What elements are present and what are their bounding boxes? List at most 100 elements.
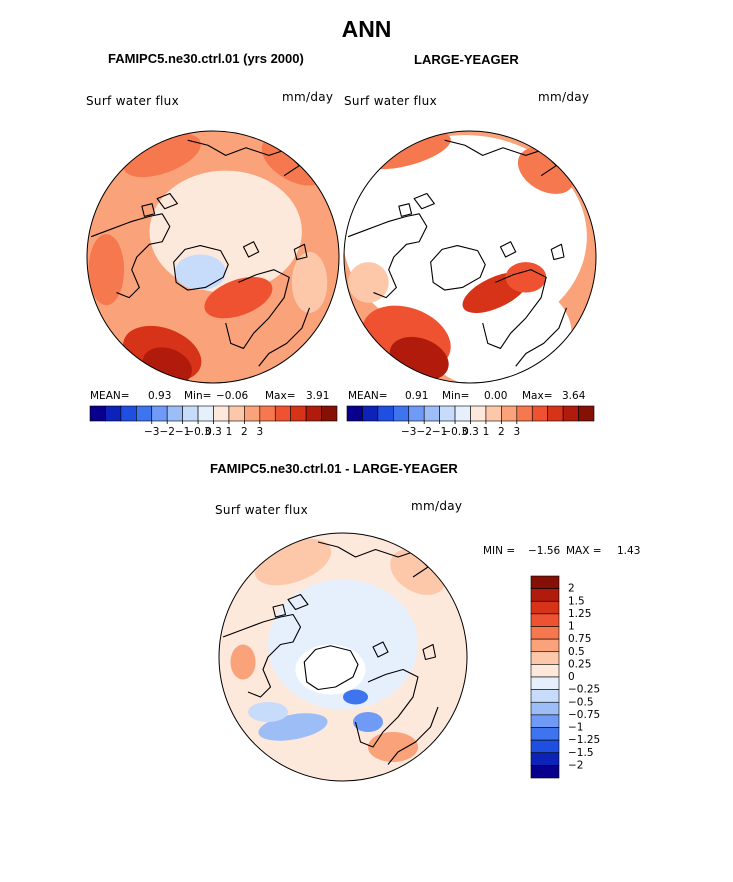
- colorbar-tick-label: −2: [159, 426, 174, 438]
- colorbar-tick-label: −1: [175, 426, 190, 438]
- colorbar-tick-label: −0.3: [185, 426, 211, 438]
- colorbar-tick-label: −3: [144, 426, 159, 438]
- coastline: [387, 706, 439, 765]
- colorbar-tick-label: 2: [568, 583, 575, 595]
- colorbar-swatch: [305, 405, 322, 422]
- colorbar-swatch: [197, 405, 214, 422]
- colorbar-swatch: [530, 638, 560, 653]
- coastline-island: [413, 192, 435, 210]
- panel-title-obs: LARGE-YEAGER: [414, 52, 519, 67]
- coastline: [347, 213, 428, 299]
- colorbar-tick-label: −3: [401, 426, 416, 438]
- colorbar-tick-label: 1: [568, 621, 575, 633]
- colorbar-tick-label: 3: [256, 426, 263, 438]
- field-contour: [88, 234, 125, 306]
- min-value-diff: −1.56: [528, 545, 561, 557]
- coastline-island: [372, 641, 389, 658]
- field-contour: [123, 133, 201, 178]
- field-contour: [353, 712, 383, 732]
- min-label-obs: Min=: [442, 390, 470, 402]
- colorbar-tick-label: −0.25: [568, 684, 600, 696]
- colorbar-swatch: [530, 651, 560, 665]
- colorbar-tick-label: −1: [432, 426, 447, 438]
- colorbar-swatch: [439, 405, 456, 422]
- colorbar-swatch: [530, 664, 560, 678]
- variable-label-diff: Surf water flux: [215, 503, 308, 517]
- colorbar-swatch: [530, 765, 560, 779]
- field-contour: [368, 732, 418, 762]
- polar-map-model: [86, 130, 340, 384]
- colorbar-swatch: [228, 405, 245, 422]
- colorbar-tick-label: −2: [568, 759, 583, 771]
- colorbar-swatch: [408, 405, 425, 422]
- colorbar-swatch: [89, 405, 106, 422]
- panel-title-diff: FAMIPC5.ne30.ctrl.01 - LARGE-YEAGER: [210, 461, 458, 476]
- colorbar-tick-label: 0.75: [568, 633, 591, 645]
- colorbar-tick-label: 0.3: [462, 426, 479, 438]
- colorbar-tick-label: 0.25: [568, 658, 591, 670]
- colorbar-swatch: [362, 405, 379, 422]
- colorbar-swatch: [530, 613, 560, 627]
- max-value-diff: 1.43: [617, 545, 641, 557]
- coastline-island: [287, 593, 309, 611]
- variable-label-model: Surf water flux: [86, 94, 179, 108]
- map-border: [343, 130, 597, 384]
- polar-map-diff: [218, 532, 468, 782]
- coastline-greenland: [430, 245, 486, 291]
- colorbar-tick-label: 1: [226, 426, 233, 438]
- coastline: [225, 269, 290, 349]
- colorbar-swatch: [213, 405, 230, 422]
- field-contour: [230, 644, 256, 680]
- coastline: [354, 668, 419, 748]
- coastline-greenland: [303, 645, 359, 691]
- colorbar-tick-label: 2: [241, 426, 248, 438]
- coastline-island: [141, 203, 156, 217]
- coastline-island: [242, 241, 260, 258]
- units-label-diff: mm/day: [411, 499, 463, 513]
- coastlines: [222, 541, 439, 765]
- colorbar-swatch: [530, 727, 560, 741]
- coastline: [90, 213, 171, 299]
- coastline-island: [272, 603, 287, 618]
- field-contour: [174, 254, 226, 291]
- min-value-model: −0.06: [216, 390, 249, 402]
- field-layer: [87, 131, 339, 383]
- colorbar-swatch: [166, 405, 183, 422]
- colorbar-swatch: [470, 405, 487, 422]
- colorbar-swatch: [531, 405, 548, 422]
- colorbar-swatch: [530, 689, 560, 703]
- colorbar-swatch: [530, 701, 560, 716]
- mean-value-obs: 0.91: [405, 390, 429, 402]
- colorbar-swatch: [501, 405, 518, 422]
- max-value-obs: 3.64: [562, 390, 586, 402]
- colorbar-swatch: [321, 405, 338, 422]
- colorbar-swatch: [547, 405, 564, 422]
- coastline-greenland: [173, 245, 229, 291]
- mean-label-obs: MEAN=: [348, 390, 388, 402]
- field-contour: [505, 262, 547, 293]
- colorbar-swatch: [485, 405, 502, 422]
- colorbar-swatch: [377, 405, 394, 422]
- pole-marker: [339, 655, 347, 663]
- colorbar-swatch: [244, 405, 261, 422]
- coastline-island: [550, 243, 565, 261]
- coastline-island: [156, 192, 178, 210]
- colorbar-swatch: [259, 405, 276, 422]
- colorbar-swatch: [182, 405, 199, 422]
- coastline-island: [398, 203, 413, 217]
- units-label-model: mm/day: [282, 90, 334, 104]
- mean-value-model: 0.93: [148, 390, 172, 402]
- variable-label-obs: Surf water flux: [344, 94, 437, 108]
- coastline: [258, 307, 311, 367]
- colorbar-tick-label: 1.25: [568, 608, 591, 620]
- colorbar-tick-label: −0.5: [568, 696, 594, 708]
- main-title: ANN: [341, 16, 392, 42]
- colorbar-tick-label: −0.3: [442, 426, 468, 438]
- colorbar-swatch: [393, 405, 410, 422]
- field-contour: [348, 262, 389, 303]
- field-contour: [295, 644, 366, 695]
- colorbar-swatch: [562, 405, 579, 422]
- colorbar-swatch: [530, 714, 560, 728]
- colorbar-swatch: [578, 405, 595, 422]
- colorbar-swatch: [530, 626, 560, 640]
